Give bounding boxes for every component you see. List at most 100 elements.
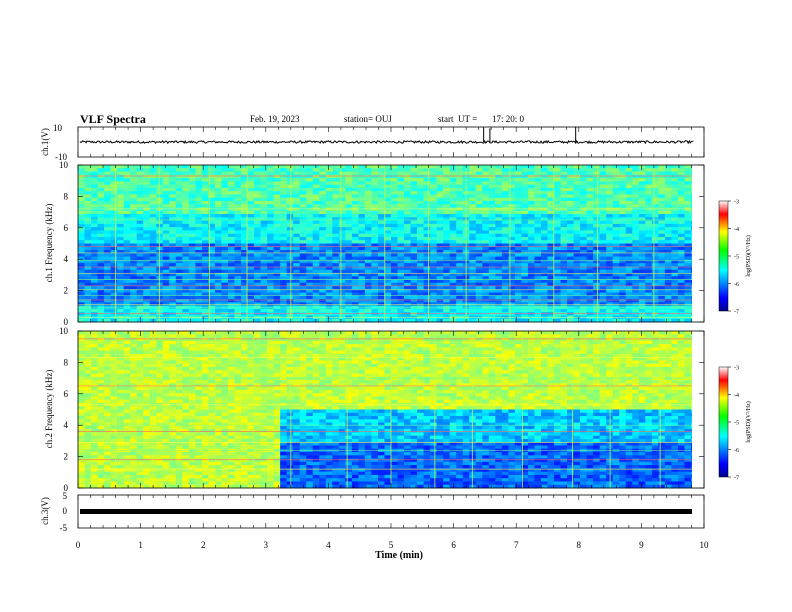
spectrogram-cell [554,181,561,186]
spectrogram-cell [332,253,340,257]
spectrogram-cell [84,214,92,218]
spectrogram-cell [91,266,98,271]
spectrogram-cell [78,292,85,297]
spectrogram-cell [391,256,398,261]
spectrogram-cell [201,240,209,244]
spectrogram-cell [280,204,288,208]
spectrogram-cell [534,263,542,267]
spectrogram-cell [306,302,314,307]
spectrogram-cell [521,305,529,310]
spectrogram-cell [182,279,190,284]
spectrogram-cell [78,240,85,244]
spectrogram-cell [169,272,177,277]
spectrogram-cell [162,227,170,231]
spectrogram-cell [423,295,431,300]
spectrogram-cell [410,276,418,280]
spectrogram-cell [658,214,666,218]
spectrogram-cell [430,289,438,293]
spectrogram-cell [645,279,653,284]
spectrogram-cell [560,236,568,241]
spectrogram-cell [84,250,92,254]
spectrogram-cell [364,194,372,199]
spectrogram-cell [606,200,614,205]
spectrogram-cell [606,191,614,195]
spectrogram-cell [214,289,222,293]
spectrogram-cell [606,214,614,218]
spectrogram-cell [306,236,314,241]
spectrogram-cell [104,305,111,310]
spectrogram-cell [449,305,457,310]
spectrogram-cell [547,214,555,218]
spectrogram-cell [254,250,261,254]
spectrogram-cell [371,266,379,271]
spectrogram-cell [443,312,451,316]
spectrogram-cell [475,279,483,284]
spectrogram-cell [430,318,438,323]
spectrogram-cell [521,318,529,323]
spectrogram-cell [332,259,340,264]
spectrogram-cell [351,210,359,215]
spectrogram-cell [332,204,340,208]
spectrogram-cell [456,204,464,208]
spectrogram-cell [267,214,275,218]
spectrogram-cell [188,214,196,218]
spectrogram-cell [404,200,411,205]
spectrogram-cell [234,184,242,189]
spectrogram-cell [267,263,275,267]
spectrogram-cell [638,217,646,221]
spectrogram-cell [143,295,151,300]
spectrogram-cell [234,174,242,179]
spectrogram-cell [325,253,333,257]
spectrogram-cell [677,266,685,271]
spectrogram-cell [293,269,301,274]
spectrogram-cell [123,286,131,290]
spectrogram-cell [280,253,288,257]
spectrogram-cell [195,246,203,251]
spectrogram-cell [482,256,490,261]
spectrogram-cell [221,181,229,186]
spectrogram-cell [84,363,92,368]
spectrogram-cell [234,292,242,297]
spectrogram-cell [521,197,529,202]
spectrogram-cell [312,276,320,280]
spectrogram-cell [117,187,125,192]
spectrogram-cell [130,272,138,277]
spectrogram-cell [573,250,581,254]
spectrogram-cell [664,217,672,221]
spectrogram-cell [104,312,111,316]
spectrogram-cell [573,266,581,271]
spectrogram-cell [195,217,203,221]
spectrogram-cell [364,220,372,225]
spectrogram-cell [436,210,444,215]
spectrogram-cell [143,236,151,241]
spectrogram-cell [521,302,529,307]
spectrogram-cell [391,253,398,257]
spectrogram-cell [397,299,405,303]
spectrogram-cell [208,204,216,208]
spectrogram-cell [273,263,281,267]
spectrogram-cell [280,174,288,179]
spectrogram-cell [521,181,529,186]
spectrogram-cell [488,168,496,172]
spectrogram-cell [299,191,307,195]
spectrogram-cell [521,312,529,316]
spectrogram-cell [351,253,359,257]
spectrogram-cell [234,207,242,212]
spectrogram-cell [123,200,131,205]
spectrogram-cell [423,240,431,244]
spectrogram-cell [306,240,314,244]
spectrogram-cell [208,246,216,251]
spectrogram-cell [143,197,151,202]
spectrogram-cell [221,207,229,212]
spectrogram-cell [677,272,685,277]
spectrogram-cell [514,227,522,231]
spectrogram-cell [586,171,594,176]
spectrogram-cell [371,308,379,313]
spectrogram-cell [430,220,438,225]
spectrogram-cell [241,302,248,307]
spectrogram-cell [78,474,85,479]
spectrogram-cell [338,289,346,293]
spectrogram-cell [241,318,248,323]
spectrogram-cell [175,302,183,307]
spectrogram-cell [619,312,627,316]
